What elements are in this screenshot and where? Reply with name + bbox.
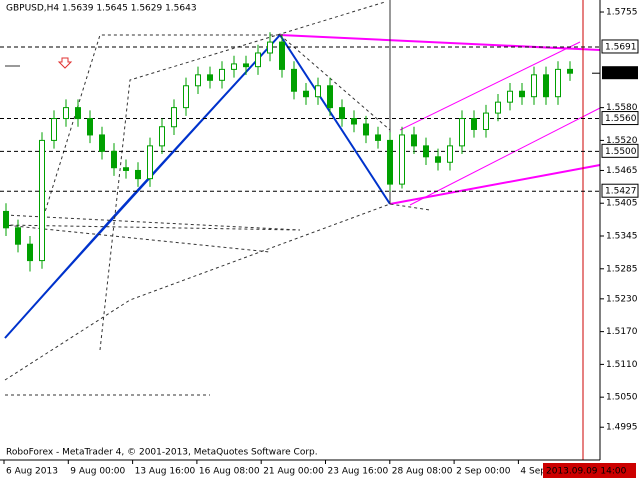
candle-body xyxy=(315,85,321,98)
y-tick-label: 1.5170 xyxy=(606,327,638,337)
y-tick-label: 1.5345 xyxy=(606,232,638,242)
candle-body xyxy=(447,145,453,163)
candle-body xyxy=(291,68,297,92)
price-box xyxy=(602,66,638,80)
x-tick-label: 28 Aug 08:00 xyxy=(392,467,453,477)
level-label: 1.5560 xyxy=(605,114,637,124)
candle-body xyxy=(267,41,273,54)
candle-body xyxy=(183,85,189,109)
cursor-time-box xyxy=(543,463,636,478)
candle-body xyxy=(495,101,501,114)
candle-body xyxy=(459,118,465,147)
trend-line xyxy=(279,34,601,51)
candle-body xyxy=(147,145,153,180)
candle-body xyxy=(303,90,309,98)
fan-line xyxy=(99,1,386,351)
candle-body xyxy=(543,74,549,98)
level-label: 1.5500 xyxy=(605,147,637,157)
down-arrow xyxy=(57,57,73,69)
x-tick-label: 9 Aug 00:00 xyxy=(70,467,125,477)
x-tick-label: 21 Aug 00:00 xyxy=(263,467,324,477)
candle-body xyxy=(159,126,165,147)
level-box xyxy=(601,111,639,126)
candle-body xyxy=(243,63,249,68)
candle-body xyxy=(339,107,345,120)
channel-line xyxy=(409,107,601,206)
level-label: 1.5427 xyxy=(605,187,637,197)
candle-body xyxy=(555,68,561,98)
candle-body xyxy=(63,107,69,120)
x-tick-label: 13 Aug 16:00 xyxy=(135,467,196,477)
candle-body xyxy=(279,41,285,70)
candle-body xyxy=(327,85,333,109)
candle-body xyxy=(3,210,9,229)
candle-body xyxy=(423,145,429,158)
candle-body xyxy=(375,134,381,141)
candle-body xyxy=(255,52,261,68)
candle-body xyxy=(111,150,117,169)
y-tick-label: 1.5520 xyxy=(606,136,638,146)
candle-body xyxy=(39,139,45,262)
candle-body xyxy=(231,63,237,70)
candle-body xyxy=(519,90,525,98)
candle-body xyxy=(135,169,141,180)
analysis-lines xyxy=(4,0,601,460)
level-box xyxy=(601,143,639,158)
x-tick-label: 23 Aug 16:00 xyxy=(328,467,389,477)
fan-line xyxy=(4,203,431,381)
fan-line xyxy=(39,34,280,229)
level-label: 1.5691 xyxy=(605,42,637,52)
footer: RoboForex - MetaTrader 4, © 2001-2013, M… xyxy=(6,448,318,458)
candle-body xyxy=(27,243,33,262)
y-tick-label: 1.5285 xyxy=(606,264,638,274)
y-tick-label: 1.5580 xyxy=(606,103,638,113)
chart-title: GBPUSD,H4 1.5639 1.5645 1.5629 1.5643 xyxy=(6,4,197,14)
wave-line xyxy=(4,33,391,339)
x-tick-label: 4 Sep xyxy=(520,467,546,477)
candle-body xyxy=(99,134,105,152)
cursor-time: 2013.09.09 14:00 xyxy=(546,467,627,477)
candle-body xyxy=(387,139,393,185)
candle-body xyxy=(219,68,225,81)
trend-line xyxy=(4,34,281,339)
level-box xyxy=(601,39,639,54)
level-box xyxy=(601,183,639,198)
x-tick-label: 2 Sep 00:00 xyxy=(456,467,511,477)
x-tick-label: 16 Aug 08:00 xyxy=(199,467,260,477)
candle-body xyxy=(15,227,21,245)
candle-body xyxy=(75,107,81,120)
candle-body xyxy=(51,118,57,141)
candle-body xyxy=(471,118,477,130)
price-label: 1.5643 xyxy=(605,69,637,79)
candle-body xyxy=(531,74,537,98)
candle-body xyxy=(123,167,129,171)
y-tick-label: 1.5230 xyxy=(606,294,638,304)
y-tick-label: 1.5465 xyxy=(606,166,638,176)
y-tick-label: 1.5050 xyxy=(606,393,638,403)
y-tick-label: 1.5110 xyxy=(606,360,638,370)
candle-body xyxy=(207,74,213,81)
channel-line xyxy=(399,41,581,131)
candle-body xyxy=(171,107,177,128)
candle-body xyxy=(195,74,201,87)
x-tick-label: 6 Aug 2013 xyxy=(6,467,58,477)
y-tick-label: 1.5405 xyxy=(606,199,638,209)
candle-body xyxy=(411,134,417,147)
candle-body xyxy=(483,112,489,130)
candle-body xyxy=(567,68,573,74)
candle-body xyxy=(507,90,513,103)
candle-body xyxy=(363,123,369,136)
candle-body xyxy=(435,156,441,163)
y-tick-label: 1.4995 xyxy=(606,423,638,433)
candle-body xyxy=(399,134,405,185)
candle-body xyxy=(87,118,93,136)
candle-body xyxy=(351,118,357,125)
y-tick-label: 1.5755 xyxy=(606,8,638,18)
